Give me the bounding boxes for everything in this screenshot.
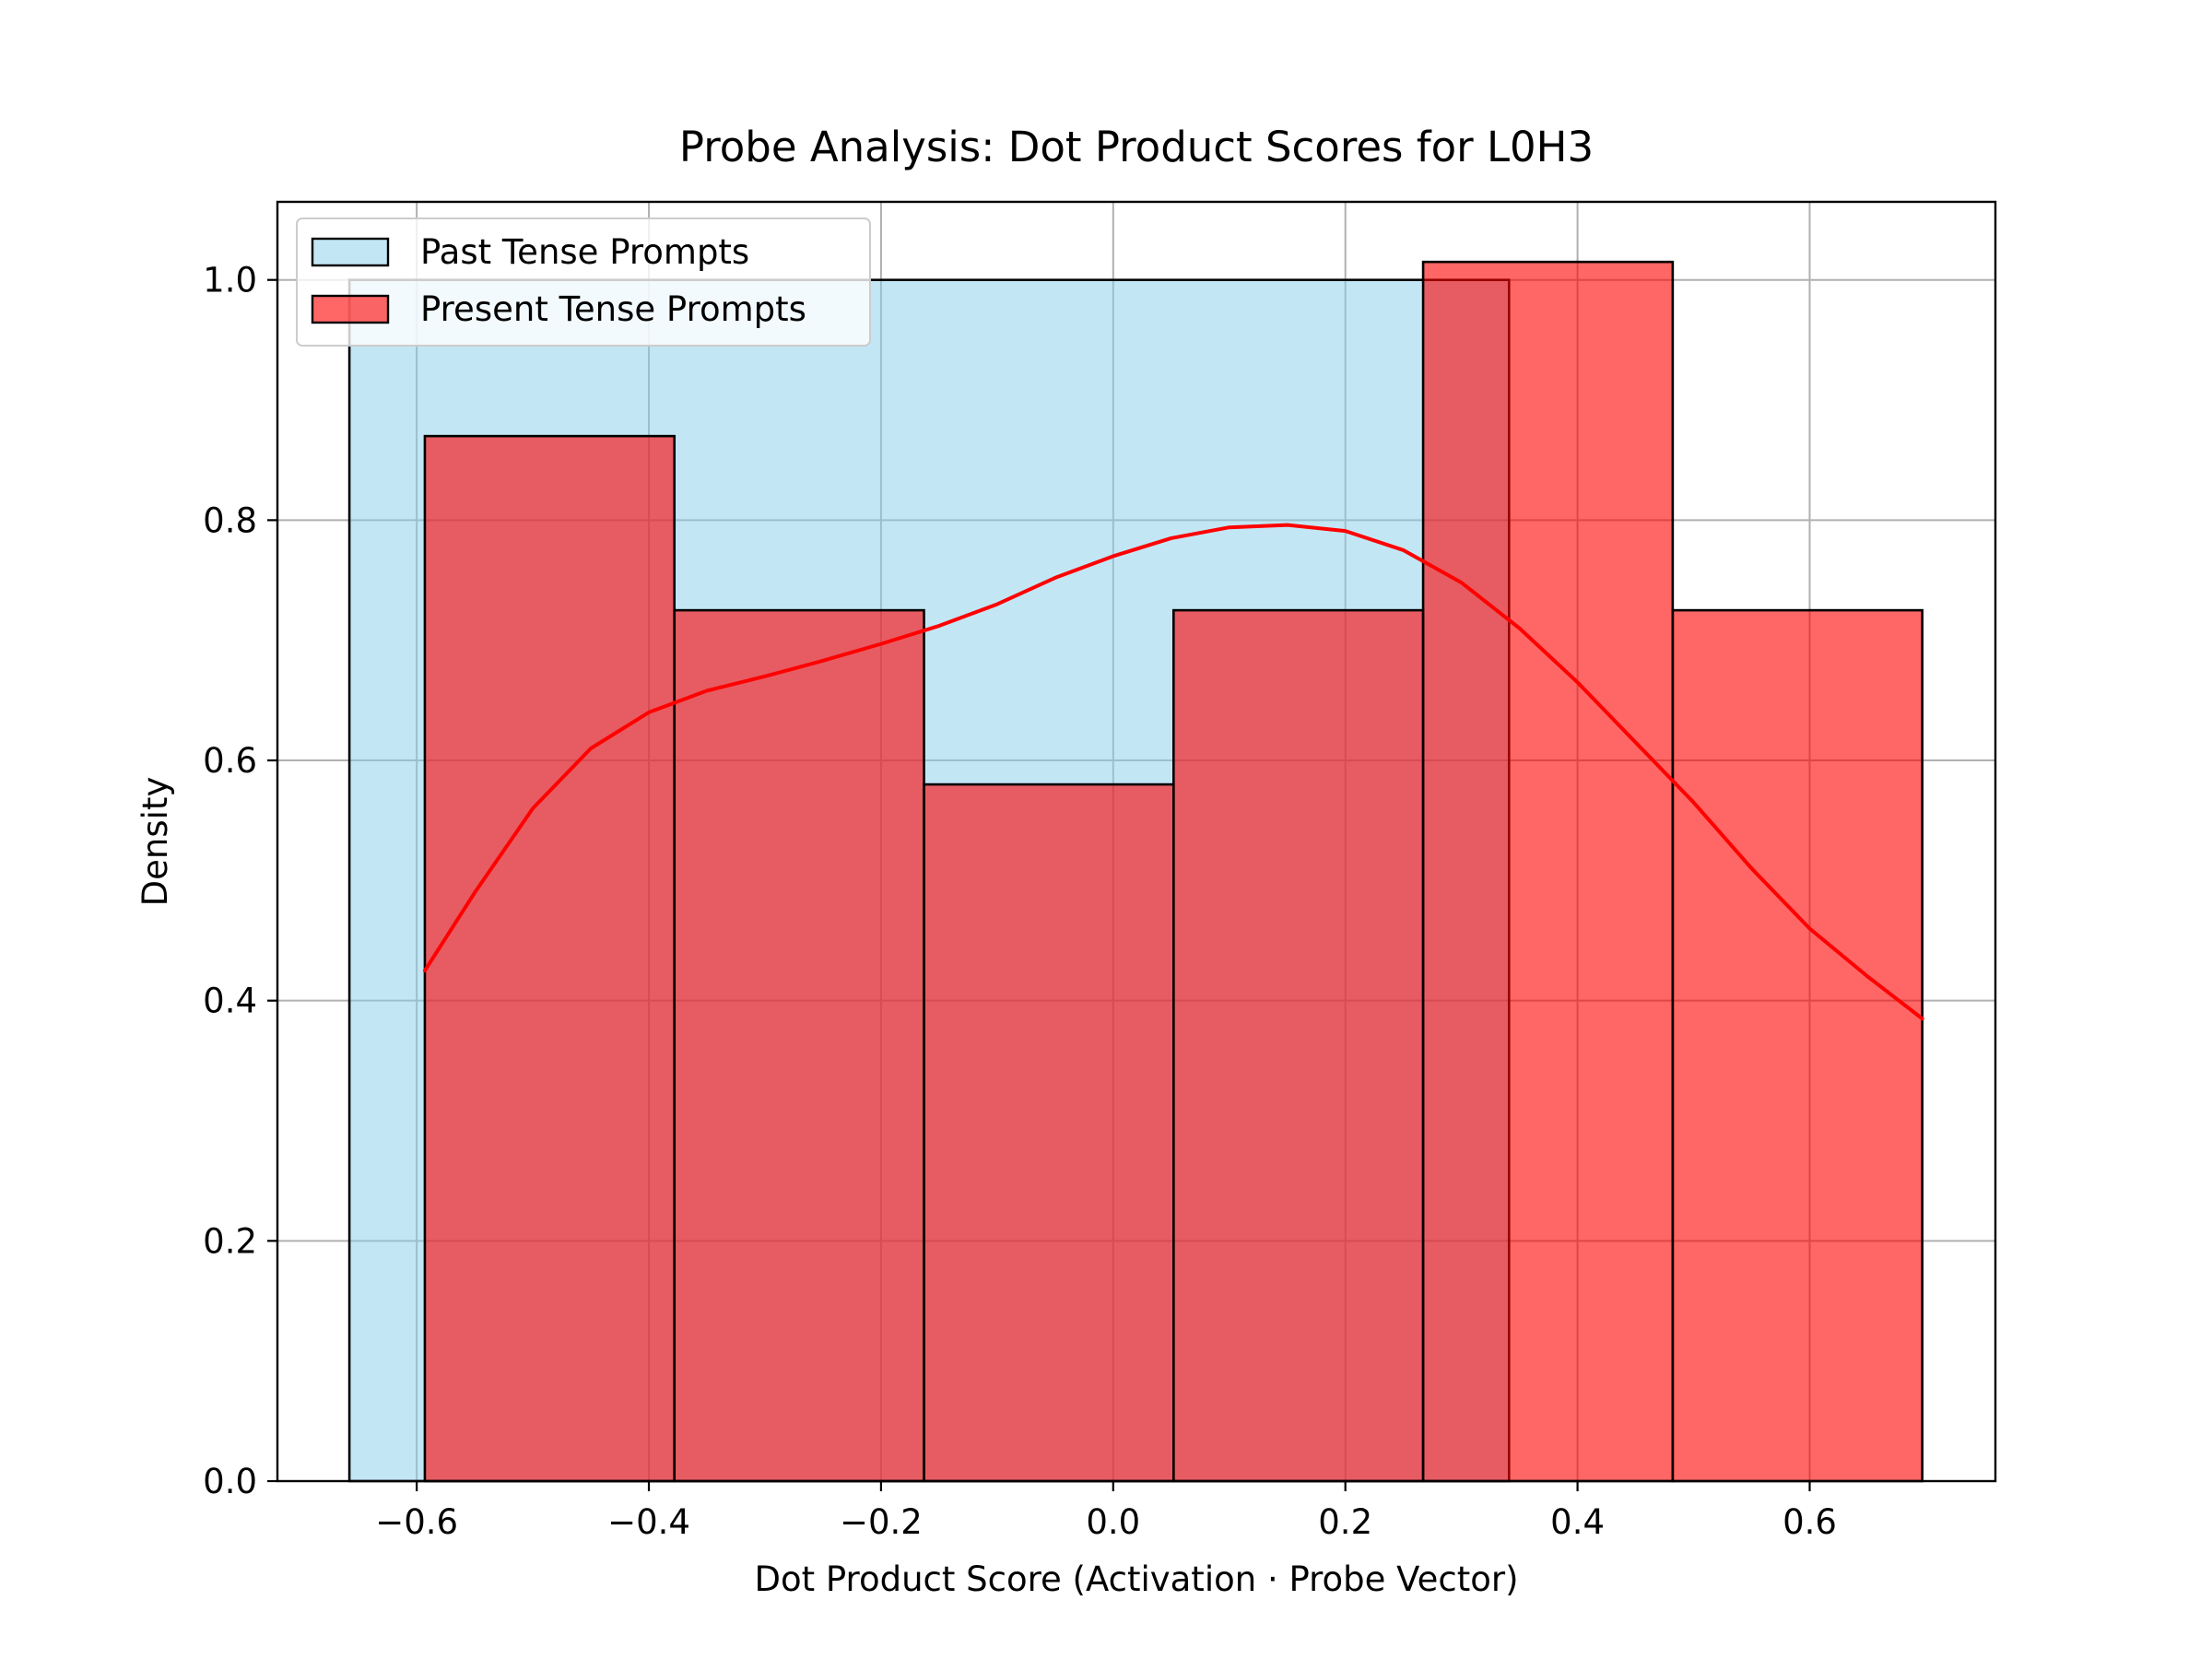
x-tick-label: −0.2 xyxy=(840,1502,923,1542)
plot-series xyxy=(347,260,1924,1483)
legend-frame xyxy=(296,218,871,347)
legend: Past Tense Prompts Present Tense Prompts xyxy=(296,218,871,347)
legend-swatch-present-tense xyxy=(311,294,390,324)
histogram-bar-present-tense-prompts xyxy=(423,434,677,1483)
x-tick-label: 0.0 xyxy=(1086,1502,1140,1542)
x-axis-ticks: −0.6 −0.4 −0.2 0.0 0.2 0.4 0.6 xyxy=(375,1481,1837,1542)
x-tick-label: 0.4 xyxy=(1550,1502,1605,1542)
x-axis-label: Dot Product Score (Activation · Probe Ve… xyxy=(754,1559,1518,1599)
histogram-bar-present-tense-prompts xyxy=(923,782,1175,1483)
x-tick-label: −0.6 xyxy=(375,1502,458,1542)
plot-frame xyxy=(276,200,1997,1483)
histogram-bar-present-tense-prompts xyxy=(673,608,925,1483)
y-tick-label: 0.2 xyxy=(203,1221,257,1261)
y-tick-label: 0.6 xyxy=(203,741,257,781)
histogram-bar-present-tense-prompts xyxy=(1172,608,1425,1483)
legend-label-past-tense: Past Tense Prompts xyxy=(420,232,749,272)
chart-title: Probe Analysis: Dot Product Scores for L… xyxy=(679,123,1594,171)
y-tick-label: 1.0 xyxy=(203,261,257,300)
histogram-bar-present-tense-prompts xyxy=(1421,260,1675,1483)
y-tick-label: 0.8 xyxy=(203,500,257,540)
y-axis-ticks: 0.0 0.2 0.4 0.6 0.8 1.0 xyxy=(203,261,277,1501)
kde-line-present-tense-prompts xyxy=(422,523,1924,1021)
legend-swatch-past-tense xyxy=(311,237,390,267)
legend-label-present-tense: Present Tense Prompts xyxy=(420,289,806,329)
x-tick-label: 0.6 xyxy=(1783,1502,1837,1542)
y-tick-label: 0.0 xyxy=(203,1462,257,1501)
x-tick-label: −0.4 xyxy=(607,1502,690,1542)
x-tick-label: 0.2 xyxy=(1318,1502,1372,1542)
histogram-bar-present-tense-prompts xyxy=(1671,608,1924,1483)
y-tick-label: 0.4 xyxy=(203,982,257,1021)
y-axis-label: Density xyxy=(135,777,175,907)
